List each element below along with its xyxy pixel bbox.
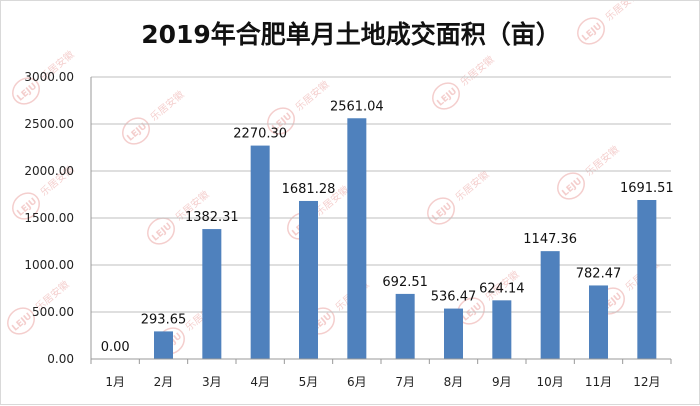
data-label: 1681.28	[282, 182, 336, 197]
x-tick-label: 7月	[395, 375, 415, 389]
data-label: 1147.36	[523, 232, 577, 247]
data-label: 2270.30	[233, 127, 287, 142]
svg-text:LEJU: LEJU	[435, 86, 459, 108]
bar	[492, 300, 512, 359]
bar	[202, 229, 222, 359]
bars	[154, 118, 657, 359]
data-label: 692.51	[382, 275, 428, 290]
bar	[395, 293, 415, 359]
bar	[444, 308, 463, 359]
svg-text:乐居安徽: 乐居安徽	[452, 168, 491, 204]
svg-text:LEJU: LEJU	[460, 301, 484, 323]
data-label: 2561.04	[330, 99, 384, 114]
y-tick-label: 3000.00	[24, 70, 74, 84]
y-tick-label: 500.00	[32, 305, 74, 319]
y-tick-label: 2000.00	[24, 164, 74, 178]
svg-text:LEJU: LEJU	[15, 81, 39, 103]
bar	[299, 200, 318, 359]
svg-text:LEJU: LEJU	[150, 221, 174, 243]
x-tick-label: 9月	[492, 375, 512, 389]
bar	[589, 285, 608, 359]
svg-text:LEJU: LEJU	[125, 121, 149, 143]
data-label: 293.65	[141, 312, 187, 327]
x-tick-label: 3月	[202, 375, 222, 389]
svg-text:LEJU: LEJU	[10, 311, 34, 333]
x-axis-ticks: 1月 2月 3月 4月 5月 6月 7月 8月 9月 10月 11月 12月	[90, 358, 672, 389]
x-tick-label: 1月	[105, 375, 125, 389]
x-tick-label: 11月	[585, 375, 612, 389]
y-tick-label: 1000.00	[24, 258, 74, 272]
svg-text:LEJU: LEJU	[430, 201, 454, 223]
svg-text:乐居安徽: 乐居安徽	[147, 88, 186, 124]
x-tick-label: 10月	[537, 375, 564, 389]
svg-text:LEJU: LEJU	[580, 21, 604, 43]
svg-text:乐居安徽: 乐居安徽	[457, 53, 496, 89]
y-tick-label: 2500.00	[24, 117, 74, 131]
data-label: 782.47	[576, 266, 622, 281]
data-label: 1691.51	[620, 181, 674, 196]
data-label: 1382.31	[185, 210, 239, 225]
y-tick-label: 0.00	[47, 352, 74, 366]
bar	[540, 251, 560, 359]
chart-title: 2019年合肥单月土地成交面积（亩）	[141, 20, 561, 49]
bar	[347, 118, 367, 359]
data-labels: 0.00 293.65 1382.31 2270.30 1681.28 2561.04 69…	[101, 99, 674, 355]
svg-text:乐居安徽: 乐居安徽	[582, 143, 621, 179]
x-tick-label: 6月	[347, 375, 367, 389]
x-tick-label: 8月	[444, 375, 464, 389]
y-axis-ticks: 0.00 500.00 1000.00 1500.00 2000.00 2500.00 30…	[24, 70, 74, 366]
y-tick-label: 1500.00	[24, 211, 74, 225]
data-label: 624.14	[479, 281, 525, 296]
svg-text:乐居安徽: 乐居安徽	[292, 78, 331, 114]
data-label: 536.47	[431, 290, 477, 305]
bar	[637, 199, 657, 359]
bar	[154, 331, 173, 359]
x-tick-label: 4月	[250, 375, 270, 389]
x-tick-label: 12月	[633, 375, 660, 389]
x-tick-label: 5月	[299, 375, 319, 389]
svg-text:LEJU: LEJU	[560, 176, 584, 198]
svg-text:乐居安徽: 乐居安徽	[602, 1, 641, 24]
data-label: 0.00	[101, 340, 130, 355]
x-tick-label: 2月	[154, 375, 174, 389]
bar	[250, 145, 270, 359]
